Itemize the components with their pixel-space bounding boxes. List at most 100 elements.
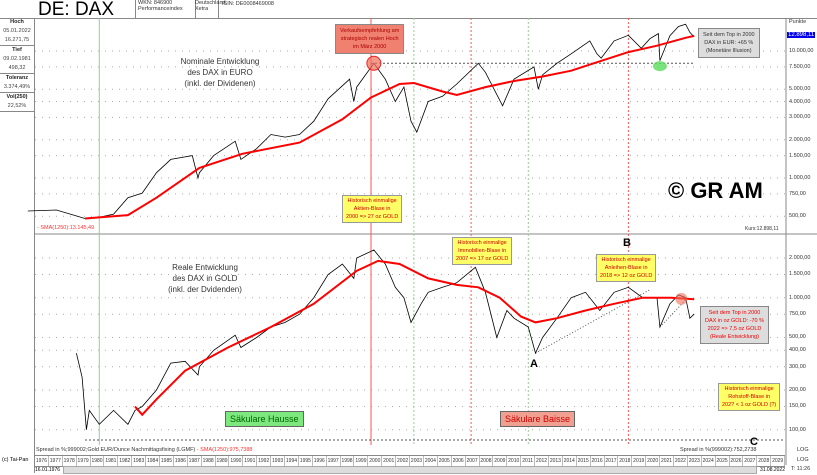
year-label: 1995 — [299, 456, 313, 466]
wkn: WKN: 846900 — [138, 0, 173, 6]
year-label: 2013 — [549, 456, 563, 466]
end-date: 31.08.2022 — [759, 467, 785, 473]
eur-top-box: Seit dem Top in 2000 DAX in EUR: +65 % (Mo… — [698, 28, 760, 58]
y-tick-label: 2.000,00 — [789, 136, 811, 143]
marker-b: B — [623, 237, 631, 249]
gold-top-box: Seit dem Top in 2000 DAX in oz GOLD: -70 … — [700, 306, 769, 344]
hausse-label: Säkulare Hausse — [225, 411, 304, 427]
year-label: 2011 — [521, 456, 536, 466]
current-top-circle — [675, 292, 688, 305]
year-label: 2010 — [508, 456, 522, 466]
year-label: 1991 — [244, 456, 258, 466]
year-label: 2000 — [369, 456, 383, 466]
info-sidebar: Hoch 05.01.2022 16.271,75 Tief 09.02.1981 49… — [0, 18, 35, 473]
year-label: 1997 — [327, 456, 341, 466]
real-caption: Reale Entwicklung des DAX in GOLD (inkl. d… — [168, 263, 242, 294]
y-tick-label: 4.000,00 — [789, 98, 811, 105]
high-box: Hoch 05.01.2022 16.271,75 — [0, 18, 34, 46]
y-tick-label: 500,00 — [789, 334, 806, 341]
year-label: 1992 — [258, 456, 272, 466]
sma-top-label: - SMA(1250):13.145,49 — [37, 225, 95, 231]
y-tick-label: 400,00 — [789, 347, 806, 354]
current-price-label: 12.898,11 — [787, 32, 816, 38]
covid-low-highlight — [652, 61, 667, 72]
axis-unit: Punkte — [789, 19, 807, 25]
header: DE: DAX WKN: 846900 Performanceindex Deu… — [0, 0, 817, 19]
year-label: 2020 — [647, 456, 661, 466]
nominal-caption: Nominale Entwicklung des DAX in EURO (inkl… — [180, 57, 260, 88]
year-label: 1989 — [216, 456, 230, 466]
year-label: 2002 — [397, 456, 411, 466]
year-label: 2017 — [605, 456, 619, 466]
trend-line — [659, 299, 686, 328]
year-label: 1993 — [272, 456, 286, 466]
y-tick-label: 1.000,00 — [789, 294, 811, 301]
year-label: 2021 — [660, 456, 674, 466]
sma-line — [134, 259, 695, 417]
year-label: 1990 — [230, 456, 244, 466]
y-tick-label: 1.000,00 — [789, 175, 811, 181]
year-label: 2016 — [591, 456, 605, 466]
year-label: 1986 — [174, 456, 188, 466]
marker-c: C — [750, 436, 758, 448]
taipan-label: (c) Tai-Pan — [2, 457, 29, 463]
y-tick-label: 500,00 — [789, 213, 806, 220]
y-tick-label: 1.500,00 — [789, 271, 811, 278]
time-label: T: 11:26 — [791, 466, 811, 472]
tolerance-box: Toleranz 3.374,49% — [0, 74, 34, 93]
y-tick-label: 150,00 — [789, 403, 806, 410]
log-label: LOG — [797, 447, 809, 453]
y-tick-label: 5.000,00 — [789, 86, 811, 93]
year-label: 1987 — [188, 456, 202, 466]
year-label: 2026 — [730, 456, 744, 466]
volatility-box: Vol(250) 22,52% — [0, 93, 34, 112]
year-label: 2003 — [410, 456, 424, 466]
rohstoff-bubble-box: Historisch einmalige Rohstoff-Blase in 202… — [718, 383, 781, 411]
year-label: 1998 — [341, 456, 355, 466]
year-label: 2015 — [577, 456, 591, 466]
price-line — [27, 23, 695, 219]
year-label: 2028 — [758, 456, 772, 466]
aktien-bubble-box: Historisch einmalige Aktien-Blase in 2000 … — [342, 195, 403, 223]
chart-title: DE: DAX — [38, 0, 115, 20]
y-tick-label: 100,00 — [789, 426, 806, 433]
year-label: 2014 — [563, 456, 577, 466]
trend-line — [535, 289, 651, 354]
year-label: 1979 — [77, 456, 91, 466]
immobilien-bubble-box: Historisch einmalige Immobilien-Blase in 2… — [452, 237, 513, 265]
y-tick-label: 300,00 — [789, 363, 806, 370]
year-label: 1996 — [313, 456, 327, 466]
year-label: 2012 — [535, 456, 549, 466]
marker-a: A — [530, 358, 538, 370]
y-tick-label: 750,00 — [789, 190, 806, 197]
year-label: 2005 — [438, 456, 452, 466]
year-label: 2023 — [688, 456, 702, 466]
kurs-label: Kurs:12.898,11 — [745, 226, 779, 232]
year-label: 2004 — [424, 456, 438, 466]
year-label: 2018 — [619, 456, 633, 466]
year-label: 1994 — [285, 456, 299, 466]
time-scrollbar[interactable]: 16.01.1976 31.08.2022 — [35, 466, 785, 474]
scrollbar-thumb[interactable] — [63, 466, 757, 474]
year-label: 2019 — [633, 456, 647, 466]
year-label: 1978 — [63, 456, 77, 466]
year-label: 1977 — [49, 456, 63, 466]
y-tick-label: 750,00 — [789, 311, 806, 318]
low-box: Tief 09.02.1981 498,32 — [0, 46, 34, 74]
year-label: 2001 — [383, 456, 397, 466]
year-label: 1983 — [133, 456, 147, 466]
y-tick-label: 7.500,00 — [789, 63, 811, 70]
start-date: 16.01.1976 — [35, 467, 61, 473]
year-label: 2006 — [452, 456, 466, 466]
year-label: 2027 — [744, 456, 758, 466]
index-type: Performanceindex — [138, 6, 183, 12]
top-2000-circle — [366, 55, 382, 71]
year-label: 2024 — [702, 456, 716, 466]
spread-label: Spread in %;999002;Gold EUR/Ounce Nachmi… — [36, 447, 253, 453]
year-axis: 1976 1977 1978 1979 1980 1981 1982 1983 1984 1985… — [35, 455, 786, 467]
year-label: 1976 — [35, 456, 49, 466]
year-label: 2007 — [466, 456, 480, 466]
year-label: 1981 — [105, 456, 119, 466]
log-toggle[interactable]: LOG — [797, 457, 809, 463]
